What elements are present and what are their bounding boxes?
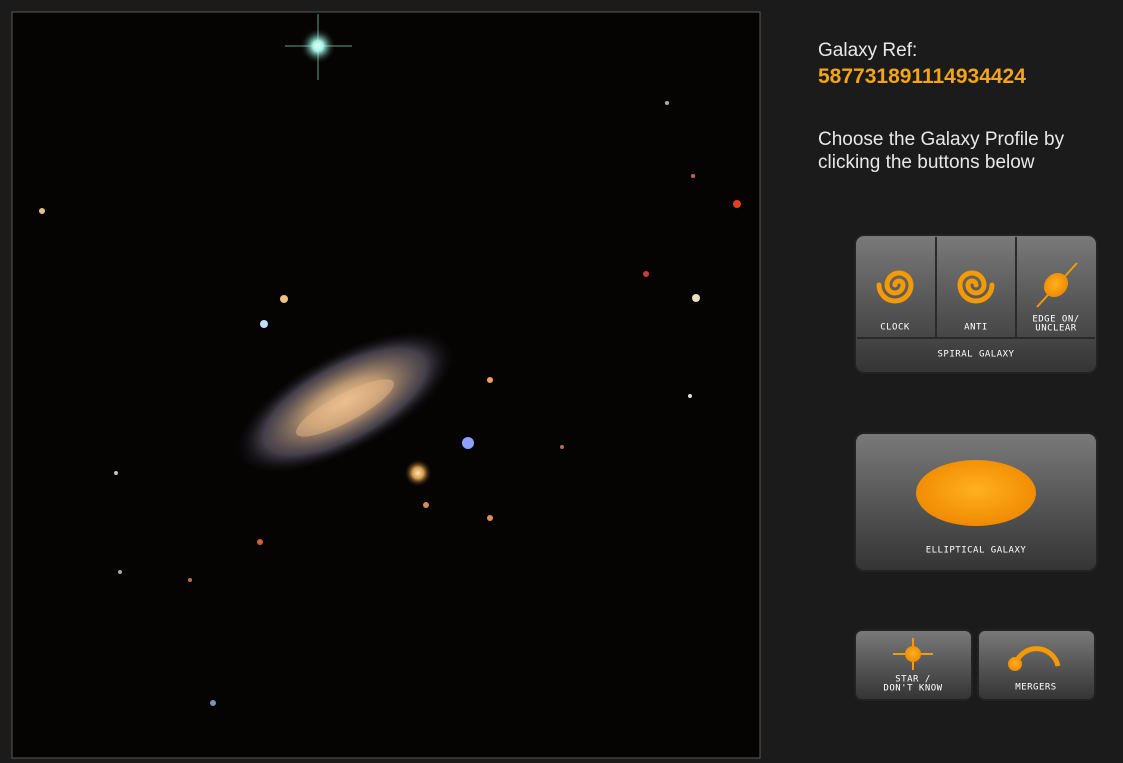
elliptical-label: ELLIPTICAL GALAXY — [926, 546, 1027, 556]
mergers-label: MERGERS — [1015, 683, 1056, 693]
anti-icon — [957, 270, 995, 304]
star-label: STAR / — [895, 675, 931, 685]
spiral-buttons: CLOCK ANTI EDGE ON/ UNCLEAR SPIRAL GALAX… — [854, 234, 1098, 374]
ref-label: Galaxy Ref: — [818, 40, 918, 61]
ref-number: 587731891114934424 — [818, 65, 1026, 88]
star-label: DON'T KNOW — [883, 684, 942, 694]
anti-button[interactable]: ANTI — [937, 237, 1015, 337]
spiral-label: SPIRAL GALAXY — [938, 350, 1015, 360]
instructions: Choose the Galaxy Profile by clicking th… — [818, 129, 1065, 173]
edge-label: UNCLEAR — [1035, 324, 1077, 334]
mergers-icon — [1008, 657, 1022, 671]
clock-button[interactable]: CLOCK — [857, 237, 935, 337]
clock-icon — [876, 270, 914, 304]
galaxy-image — [11, 11, 761, 759]
elliptical-icon — [916, 460, 1036, 526]
mergers-button[interactable]: MERGERS — [977, 629, 1096, 701]
elliptical-button[interactable]: ELLIPTICAL GALAXY — [854, 432, 1098, 572]
edge-on-button[interactable]: EDGE ON/ UNCLEAR — [1017, 237, 1095, 337]
clock-label: CLOCK — [880, 323, 910, 333]
star-icon — [905, 646, 921, 662]
edge-label: EDGE ON/ — [1032, 315, 1079, 325]
anti-label: ANTI — [964, 323, 988, 333]
star-button[interactable]: STAR / DON'T KNOW — [854, 629, 973, 701]
edge-icon — [1043, 272, 1069, 298]
